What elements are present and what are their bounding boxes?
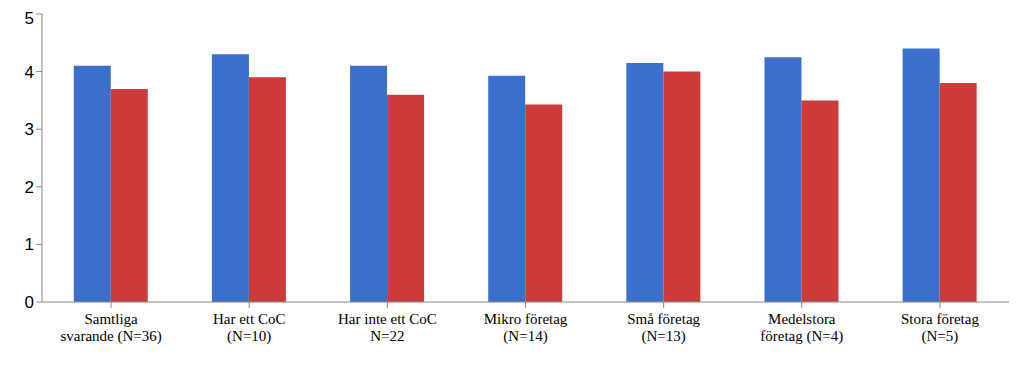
- svg-text:1: 1: [25, 235, 34, 254]
- svg-text:Små företag(N=13): Små företag(N=13): [627, 311, 700, 345]
- svg-text:4: 4: [25, 63, 34, 82]
- svg-text:Stora företag(N=5): Stora företag(N=5): [901, 311, 979, 345]
- svg-text:Medelstoraföretag (N=4): Medelstoraföretag (N=4): [760, 311, 843, 345]
- svg-text:3: 3: [25, 120, 34, 139]
- svg-text:2: 2: [25, 178, 34, 197]
- svg-text:Mikro företag(N=14): Mikro företag(N=14): [484, 311, 568, 345]
- svg-text:Har inte ett CoCN=22: Har inte ett CoCN=22: [338, 311, 437, 344]
- svg-text:0: 0: [25, 293, 34, 312]
- svg-text:Har ett CoC(N=10): Har ett CoC(N=10): [213, 311, 286, 345]
- svg-text:Samtligasvarande (N=36): Samtligasvarande (N=36): [60, 311, 161, 345]
- svg-text:5: 5: [25, 9, 34, 28]
